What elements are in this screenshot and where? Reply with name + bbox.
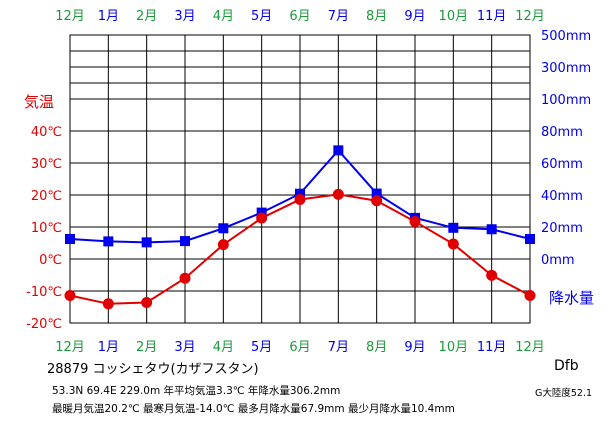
climate-class: Dfb [554, 358, 579, 374]
precipitation-point [448, 222, 459, 233]
temperature-tick-label: -10℃ [26, 285, 62, 300]
month-label-bottom: 11月 [477, 340, 507, 355]
temperature-point [64, 289, 76, 301]
top-month-labels: 12月 1月 2月 3月 4月 5月 6月 7月 8月 9月 10月 11月 12月 [55, 9, 545, 24]
precipitation-tick-label: 300mm [541, 61, 591, 76]
precipitation-tick-label: 0mm [541, 253, 575, 268]
month-label-top: 5月 [251, 9, 272, 24]
temperature-point [447, 238, 459, 250]
month-label-top: 6月 [289, 9, 310, 24]
precipitation-point [295, 188, 305, 199]
precipitation-axis-label: 降水量 [549, 289, 594, 307]
precipitation-point [333, 145, 344, 156]
month-label-top: 7月 [328, 9, 349, 24]
month-label-bottom: 12月 [55, 340, 85, 355]
precipitation-tick-label: 500mm [541, 29, 591, 44]
month-label-top: 3月 [174, 9, 195, 24]
precipitation-point [371, 188, 382, 199]
temperature-tick-label: 20℃ [31, 189, 62, 204]
month-label-bottom: 2月 [136, 340, 157, 355]
temperature-point [332, 188, 344, 200]
month-label-top: 10月 [439, 9, 469, 24]
temperature-tick-label: 30℃ [31, 157, 62, 172]
precipitation-point [103, 236, 114, 247]
month-label-bottom: 3月 [174, 340, 195, 355]
temperature-axis-label: 気温 [24, 93, 54, 111]
precipitation-point [141, 237, 152, 248]
month-label-top: 9月 [404, 9, 425, 24]
temperature-point [217, 239, 229, 251]
precipitation-tick-label: 80mm [541, 125, 583, 140]
temperature-point [294, 193, 306, 205]
month-label-top: 1月 [98, 9, 119, 24]
precipitation-point [525, 234, 535, 244]
temperature-tick-label: 0℃ [39, 253, 62, 268]
station-extremes: 最暖月気温20.2℃ 最寒月気温-14.0℃ 最多月降水量67.9mm 最少月降… [52, 403, 455, 415]
temperature-point [524, 289, 536, 301]
precipitation-point [180, 236, 190, 247]
temperature-series [64, 188, 536, 310]
temperature-axis-ticks: 40℃ 30℃ 20℃ 10℃ 0℃ -10℃ -20℃ [26, 125, 62, 332]
bottom-month-labels: 12月 1月 2月 3月 4月 5月 6月 7月 8月 9月 10月 11月 12月 [55, 340, 545, 355]
month-label-top: 12月 [515, 9, 545, 24]
precipitation-tick-label: 40mm [541, 189, 583, 204]
continentality-index: G大陸度52.1 [535, 388, 593, 399]
precipitation-tick-label: 60mm [541, 157, 583, 172]
month-label-top: 12月 [55, 9, 85, 24]
temperature-point [141, 297, 153, 309]
month-label-top: 4月 [213, 9, 234, 24]
precipitation-tick-label: 100mm [541, 93, 591, 108]
month-label-bottom: 9月 [404, 340, 425, 355]
precipitation-point [65, 234, 75, 244]
precipitation-axis-ticks: 500mm 300mm 100mm 80mm 60mm 40mm 20mm 0mm [541, 29, 591, 268]
station-summary: 53.3N 69.4E 229.0m 年平均気温3.3℃ 年降水量306.2mm [52, 385, 341, 397]
temperature-point [256, 212, 268, 224]
month-label-bottom: 10月 [439, 340, 469, 355]
temperature-tick-label: 10℃ [31, 221, 62, 236]
temperature-point [409, 216, 421, 228]
month-label-bottom: 8月 [366, 340, 387, 355]
grid [69, 34, 531, 324]
month-label-top: 8月 [366, 9, 387, 24]
month-label-top: 11月 [477, 9, 507, 24]
precipitation-tick-label: 20mm [541, 221, 583, 236]
month-label-bottom: 7月 [328, 340, 349, 355]
temperature-point [179, 272, 191, 284]
station-name: 28879 コッシェタウ(カザフスタン) [47, 362, 259, 377]
month-label-bottom: 5月 [251, 340, 272, 355]
month-label-bottom: 1月 [98, 340, 119, 355]
temperature-point [371, 195, 383, 207]
temperature-tick-label: 40℃ [31, 125, 62, 140]
month-label-top: 2月 [136, 9, 157, 24]
month-label-bottom: 4月 [213, 340, 234, 355]
month-label-bottom: 6月 [289, 340, 310, 355]
temperature-point [102, 298, 114, 310]
temperature-point [486, 269, 498, 281]
precipitation-point [486, 224, 497, 235]
temperature-tick-label: -20℃ [26, 317, 62, 332]
precipitation-point [218, 223, 229, 234]
month-label-bottom: 12月 [515, 340, 545, 355]
